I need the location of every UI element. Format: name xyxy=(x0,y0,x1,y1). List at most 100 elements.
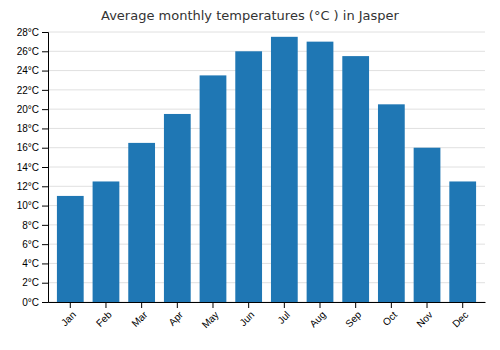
tick: 26°C xyxy=(17,46,48,57)
tick-label: Oct xyxy=(380,309,399,328)
tick-mark xyxy=(42,302,48,303)
tick-mark xyxy=(141,302,142,308)
tick: Oct xyxy=(380,302,399,328)
tick-label: Nov xyxy=(414,309,434,329)
tick: 12°C xyxy=(17,181,48,192)
tick: 28°C xyxy=(17,27,48,38)
grid-line xyxy=(48,70,485,71)
tick-label: 8°C xyxy=(22,220,39,231)
tick-label: 10°C xyxy=(17,200,39,211)
tick-mark xyxy=(42,167,48,168)
tick-mark xyxy=(284,302,285,308)
tick: May xyxy=(200,302,221,330)
tick-mark xyxy=(42,128,48,129)
tick-label: 22°C xyxy=(17,85,39,96)
tick-label: 24°C xyxy=(17,65,39,76)
plot: 0°C 2°C 4°C 6°C 8°C 10°C 12°C 14°C 16°C 18°C 20°C 2… xyxy=(17,27,486,331)
tick-label: Feb xyxy=(94,309,114,329)
grid-line xyxy=(48,128,485,129)
tick: 14°C xyxy=(17,162,48,173)
tick-mark xyxy=(355,302,356,308)
chart: 0°C 2°C 4°C 6°C 8°C 10°C 12°C 14°C 16°C 18°C 20°C 2… xyxy=(0,0,500,350)
tick-label: 6°C xyxy=(22,239,39,250)
tick-mark xyxy=(248,302,249,308)
tick-label: Dec xyxy=(450,309,470,329)
tick: Jul xyxy=(275,302,292,326)
tick-mark xyxy=(42,71,48,72)
tick: 6°C xyxy=(22,239,48,250)
tick: 10°C xyxy=(17,200,48,211)
tick-label: 12°C xyxy=(17,181,39,192)
tick-label: Jan xyxy=(59,309,78,328)
tick-label: 20°C xyxy=(17,104,39,115)
tick: Sep xyxy=(343,302,364,329)
tick: Apr xyxy=(166,302,185,328)
bar xyxy=(414,148,441,302)
tick: 20°C xyxy=(17,104,48,115)
tick-label: Mar xyxy=(129,309,149,329)
tick: 4°C xyxy=(22,258,48,269)
tick: 18°C xyxy=(17,123,48,134)
tick-mark xyxy=(42,109,48,110)
grid-line xyxy=(48,32,485,33)
bar xyxy=(342,56,369,302)
tick: 24°C xyxy=(17,65,48,76)
bar xyxy=(200,75,227,302)
bar xyxy=(93,181,120,302)
tick-label: Jul xyxy=(275,309,292,326)
tick-label: 16°C xyxy=(17,142,39,153)
tick: Dec xyxy=(450,302,470,329)
bar xyxy=(378,104,405,302)
tick-mark xyxy=(177,302,178,308)
tick: Nov xyxy=(414,302,434,329)
tick-label: May xyxy=(200,309,221,330)
tick: Mar xyxy=(129,302,149,329)
tick-mark xyxy=(70,302,71,308)
grid-line xyxy=(48,51,485,52)
bar xyxy=(164,114,191,302)
bars xyxy=(57,37,476,302)
tick: 8°C xyxy=(22,220,48,231)
tick-mark xyxy=(42,263,48,264)
tick: Jun xyxy=(237,302,256,328)
y-axis: 0°C 2°C 4°C 6°C 8°C 10°C 12°C 14°C 16°C 18°C 20°C 2… xyxy=(17,27,49,308)
tick-mark xyxy=(42,90,48,91)
tick-label: 18°C xyxy=(17,123,39,134)
grid-line xyxy=(48,109,485,110)
tick: Jan xyxy=(59,302,78,328)
grid xyxy=(48,32,485,302)
tick: 22°C xyxy=(17,85,48,96)
tick-label: 0°C xyxy=(22,297,39,308)
tick-mark xyxy=(42,206,48,207)
tick-label: Aug xyxy=(307,309,327,329)
tick: 16°C xyxy=(17,142,48,153)
tick-mark xyxy=(212,302,213,308)
bar xyxy=(57,196,84,302)
tick: Feb xyxy=(94,302,114,329)
tick-label: 4°C xyxy=(22,258,39,269)
tick-mark xyxy=(42,283,48,284)
tick-mark xyxy=(42,186,48,187)
tick-label: 26°C xyxy=(17,46,39,57)
tick-label: Sep xyxy=(343,309,364,330)
tick-mark xyxy=(42,225,48,226)
tick: 2°C xyxy=(22,277,48,288)
bar xyxy=(271,37,298,302)
tick-mark xyxy=(391,302,392,308)
grid-line xyxy=(48,89,485,90)
tick-mark xyxy=(42,32,48,33)
tick-mark xyxy=(42,51,48,52)
bar xyxy=(128,143,155,302)
tick-mark xyxy=(105,302,106,308)
tick-mark xyxy=(42,148,48,149)
tick: 0°C xyxy=(22,297,48,308)
bar xyxy=(235,51,262,302)
tick-mark xyxy=(427,302,428,308)
bar xyxy=(449,181,476,302)
tick-mark xyxy=(320,302,321,308)
tick-label: Jun xyxy=(237,309,256,328)
bar xyxy=(307,42,334,302)
tick-label: Apr xyxy=(166,309,185,328)
axis-line xyxy=(42,33,49,303)
tick: Aug xyxy=(307,302,327,329)
